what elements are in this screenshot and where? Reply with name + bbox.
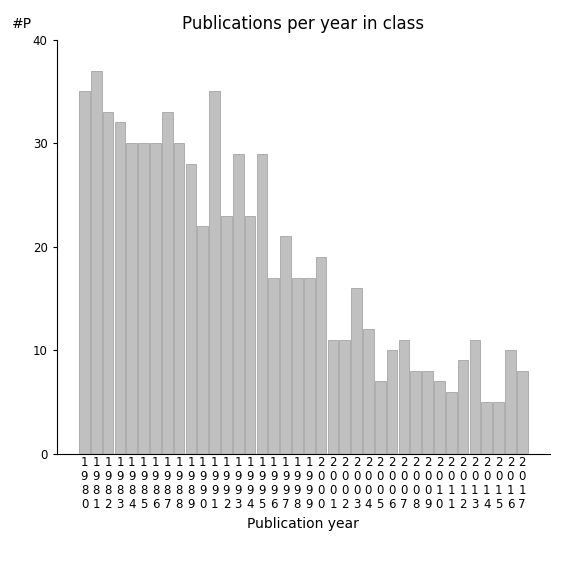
Bar <box>399 340 409 454</box>
Bar <box>209 91 220 454</box>
Bar <box>91 71 101 454</box>
Bar <box>340 340 350 454</box>
Bar <box>185 164 196 454</box>
Bar <box>138 143 149 454</box>
Bar <box>481 402 492 454</box>
Bar <box>115 122 125 454</box>
X-axis label: Publication year: Publication year <box>247 517 359 531</box>
Bar <box>174 143 184 454</box>
Bar <box>197 226 208 454</box>
Bar <box>387 350 397 454</box>
Bar <box>363 329 374 454</box>
Bar <box>162 112 172 454</box>
Bar <box>505 350 516 454</box>
Bar <box>245 215 255 454</box>
Bar <box>257 154 267 454</box>
Bar <box>328 340 338 454</box>
Bar <box>233 154 244 454</box>
Bar <box>493 402 504 454</box>
Bar <box>292 278 303 454</box>
Bar <box>268 278 279 454</box>
Bar <box>221 215 232 454</box>
Bar <box>422 371 433 454</box>
Bar <box>446 391 456 454</box>
Bar <box>517 371 527 454</box>
Bar <box>458 361 468 454</box>
Bar <box>280 236 291 454</box>
Bar <box>304 278 315 454</box>
Title: Publications per year in class: Publications per year in class <box>182 15 425 32</box>
Y-axis label: #P: #P <box>12 18 32 31</box>
Bar <box>469 340 480 454</box>
Bar <box>411 371 421 454</box>
Bar <box>103 112 113 454</box>
Bar <box>434 381 445 454</box>
Bar <box>352 288 362 454</box>
Bar <box>316 257 327 454</box>
Bar <box>375 381 386 454</box>
Bar <box>150 143 161 454</box>
Bar <box>79 91 90 454</box>
Bar <box>126 143 137 454</box>
